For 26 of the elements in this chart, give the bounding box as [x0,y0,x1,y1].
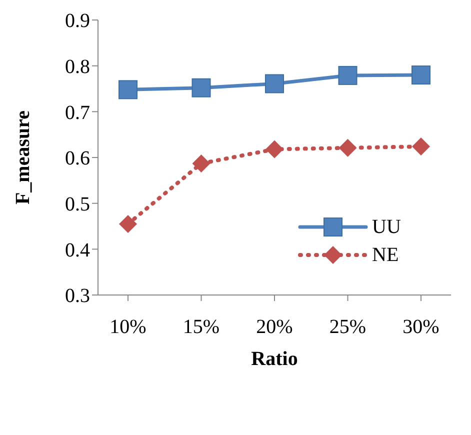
x-tick-label: 15% [182,316,220,338]
point [118,80,138,100]
point [192,78,211,98]
point [338,138,357,157]
x-tick-label: 30% [402,316,440,338]
y-tick-label: 0.6 [65,148,90,170]
x-tick-label: 25% [329,316,366,338]
point [265,74,284,94]
point [412,66,430,84]
point [266,140,284,158]
point [192,154,210,172]
y-tick-label: 0.3 [65,285,90,308]
x-tick-label: 20% [256,316,293,338]
y-tick-label: 0.5 [65,193,90,216]
y-tick-label: 0.4 [65,239,90,262]
y-tick-label: 0.8 [65,56,90,78]
point [119,214,137,233]
y-tick-label: 0.7 [65,102,90,124]
point [412,138,430,156]
x-tick-label: 10% [110,316,146,338]
point [338,66,358,85]
legend-label: NE [372,244,399,266]
legend-label: UU [372,216,401,238]
y-axis-title: F_measure [12,110,34,205]
x-axis-title: Ratio [251,348,298,370]
y-tick-label: 0.9 [65,10,90,32]
